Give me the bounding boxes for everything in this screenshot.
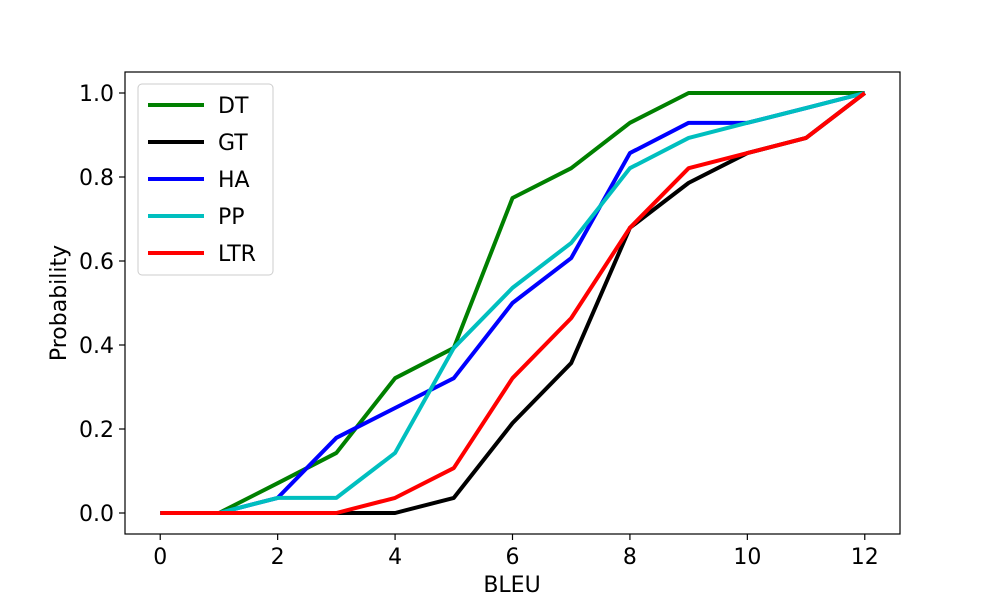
x-axis-ticks: 0 2 4 6 8 10 12 [153,534,879,570]
x-tick-label: 8 [623,545,637,570]
y-axis-ticks: 0.0 0.2 0.4 0.6 0.8 1.0 [79,82,125,527]
y-tick-label: 0.0 [79,502,114,527]
legend-label-dt: DT [218,94,249,119]
legend-label-ha: HA [218,168,250,193]
y-tick-label: 0.2 [79,418,114,443]
legend-label-gt: GT [218,131,248,156]
y-tick-label: 1.0 [79,82,114,107]
legend-label-pp: PP [218,205,245,230]
x-tick-label: 6 [506,545,520,570]
legend-box [137,83,274,276]
x-tick-label: 2 [271,545,285,570]
y-tick-label: 0.8 [79,166,114,191]
series-line-pp [160,91,866,515]
plot-lines [160,91,866,515]
x-tick-label: 4 [388,545,402,570]
y-tick-label: 0.6 [79,250,114,275]
x-tick-label: 10 [733,545,761,570]
series-line-dt [160,91,865,515]
series-line-ltr [160,91,866,515]
y-tick-label: 0.4 [79,334,114,359]
x-tick-label: 12 [851,545,879,570]
legend-label-ltr: LTR [218,242,256,267]
legend: DT GT HA PP LTR [137,83,274,276]
x-tick-label: 0 [153,545,167,570]
x-axis-label: BLEU [483,573,540,598]
y-axis-label: Probability [47,245,72,361]
